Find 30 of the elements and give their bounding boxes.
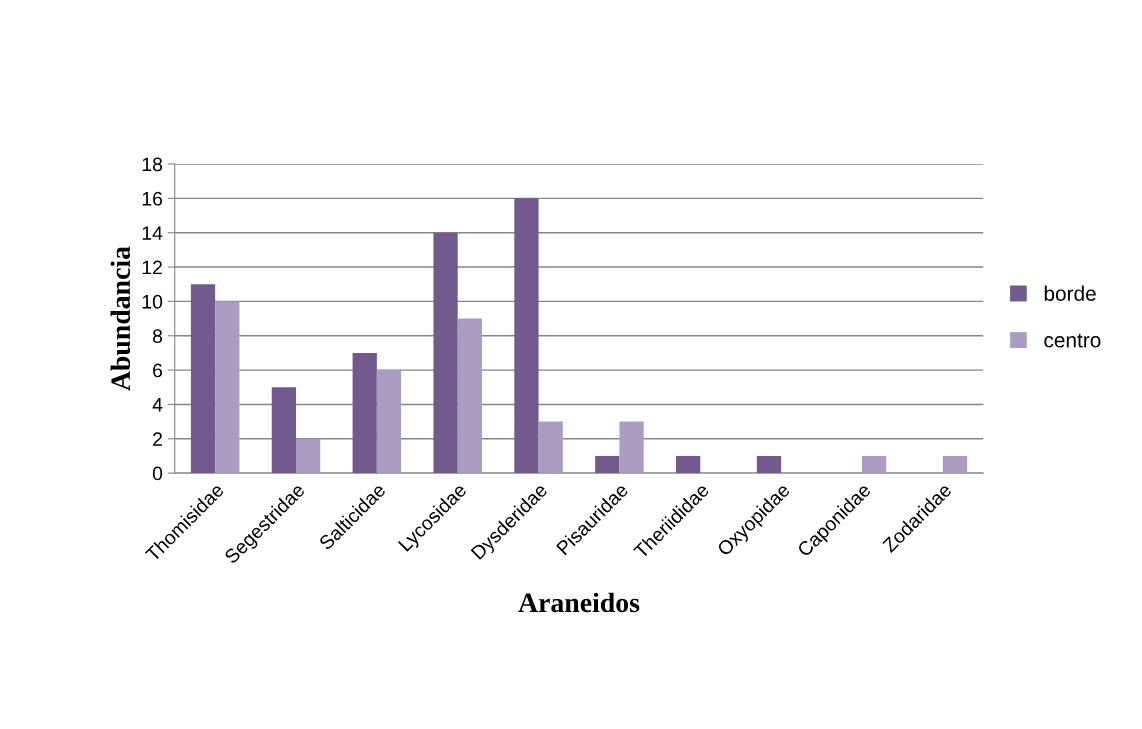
bar [190, 284, 216, 474]
bar [595, 455, 620, 474]
y-tick-label: 8 [152, 329, 163, 343]
bar [619, 421, 644, 474]
x-axis-title: Araneidos [518, 592, 640, 613]
y-tick-label: 18 [142, 157, 163, 172]
bar [676, 455, 701, 474]
bar [433, 232, 458, 474]
y-tick-label: 12 [142, 260, 162, 275]
y-tick-label: 16 [142, 191, 163, 206]
bar [457, 318, 482, 474]
legend-label: centro [1044, 333, 1101, 348]
y-tick-label: 14 [142, 226, 163, 240]
bar [352, 352, 377, 474]
bar [271, 387, 297, 474]
y-tick-label: 2 [153, 432, 162, 446]
legend-label: borde [1044, 285, 1096, 301]
bar [215, 301, 240, 474]
y-tick-label: 0 [152, 466, 163, 481]
y-tick-label: 10 [142, 294, 163, 309]
bar [942, 455, 968, 474]
bar [538, 421, 563, 474]
bar [296, 438, 321, 474]
bar [514, 198, 539, 474]
y-tick-label: 4 [152, 398, 163, 412]
bar [861, 455, 887, 474]
bar [376, 370, 402, 474]
y-axis-title: Abundancia [110, 246, 131, 391]
bar [756, 455, 782, 474]
y-tick-label: 6 [153, 363, 163, 378]
